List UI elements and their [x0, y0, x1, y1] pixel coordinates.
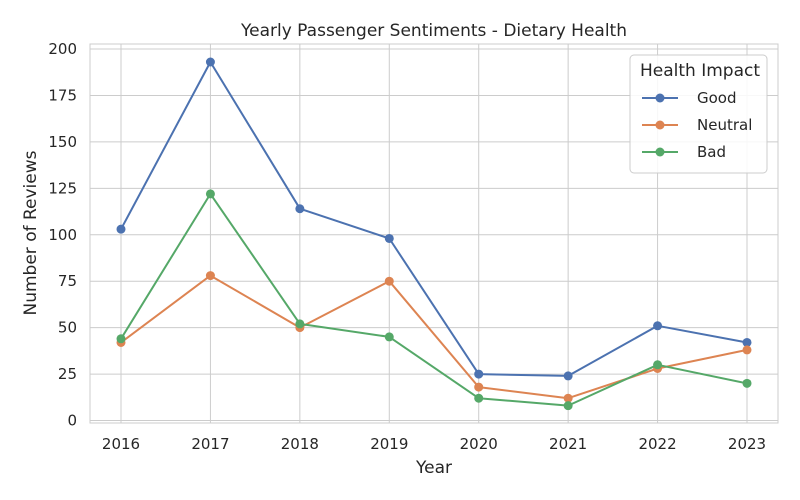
- series-bad: [116, 189, 752, 411]
- y-tick-label: 175: [48, 86, 77, 104]
- x-tick-label: 2019: [370, 435, 408, 453]
- series-layer: [116, 57, 752, 411]
- data-point-good: [295, 204, 305, 214]
- x-tick-label: 2021: [549, 435, 587, 453]
- x-axis-title: Year: [415, 458, 452, 478]
- data-point-good: [384, 233, 394, 243]
- data-point-good: [653, 321, 663, 331]
- data-point-neutral: [384, 276, 394, 286]
- legend-label: Neutral: [697, 116, 752, 134]
- x-tick-label: 2016: [102, 435, 140, 453]
- data-point-bad: [474, 393, 484, 403]
- x-tick-label: 2020: [460, 435, 498, 453]
- data-point-bad: [205, 189, 215, 199]
- chart-title: Yearly Passenger Sentiments - Dietary He…: [240, 21, 627, 41]
- legend-label: Good: [697, 89, 737, 107]
- series-good: [116, 57, 752, 381]
- data-point-good: [563, 371, 573, 381]
- legend-box: [629, 54, 768, 174]
- x-grid: [120, 44, 748, 423]
- data-point-good: [205, 57, 215, 67]
- legend-item-bad: Bad: [642, 143, 726, 161]
- legend-label: Bad: [697, 143, 726, 161]
- x-tick-label: 2023: [728, 435, 766, 453]
- y-tick-labels: 0 25 50 75 100 125 150 175 200: [48, 40, 77, 430]
- y-tick-label: 150: [48, 133, 77, 151]
- data-point-bad: [295, 319, 305, 329]
- data-point-neutral: [205, 271, 215, 281]
- data-point-bad: [384, 332, 394, 342]
- y-tick-label: 0: [67, 412, 77, 430]
- y-tick-label: 75: [58, 272, 77, 290]
- legend-title: Health Impact: [640, 61, 760, 81]
- data-point-good: [474, 369, 484, 379]
- data-point-bad: [653, 360, 663, 370]
- data-point-neutral: [474, 382, 484, 392]
- legend-swatch-marker: [655, 147, 665, 157]
- legend-item-good: Good: [642, 89, 737, 107]
- data-point-bad: [563, 401, 573, 411]
- x-tick-label: 2022: [638, 435, 676, 453]
- y-tick-label: 50: [58, 319, 77, 337]
- y-tick-label: 25: [58, 365, 77, 383]
- series-line-good: [120, 61, 748, 377]
- data-point-good: [742, 337, 752, 347]
- data-point-neutral: [563, 393, 573, 403]
- legend: Health Impact Good Neutral Bad: [629, 54, 768, 174]
- data-point-good: [116, 224, 126, 234]
- x-tick-label: 2018: [281, 435, 319, 453]
- y-axis-title: Number of Reviews: [21, 150, 41, 315]
- y-tick-label: 200: [48, 40, 77, 58]
- series-line-neutral: [120, 274, 748, 400]
- x-tick-labels: 2016 2017 2018 2019 2020 2021 2022 2023: [102, 435, 766, 453]
- series-line-bad: [120, 192, 748, 407]
- y-tick-label: 125: [48, 179, 77, 197]
- legend-swatch-marker: [655, 120, 665, 130]
- y-tick-label: 100: [48, 226, 77, 244]
- legend-swatch-marker: [655, 93, 665, 103]
- x-tick-label: 2017: [191, 435, 229, 453]
- legend-item-neutral: Neutral: [642, 116, 752, 134]
- data-point-bad: [116, 334, 126, 344]
- data-point-neutral: [742, 345, 752, 355]
- data-point-bad: [742, 378, 752, 388]
